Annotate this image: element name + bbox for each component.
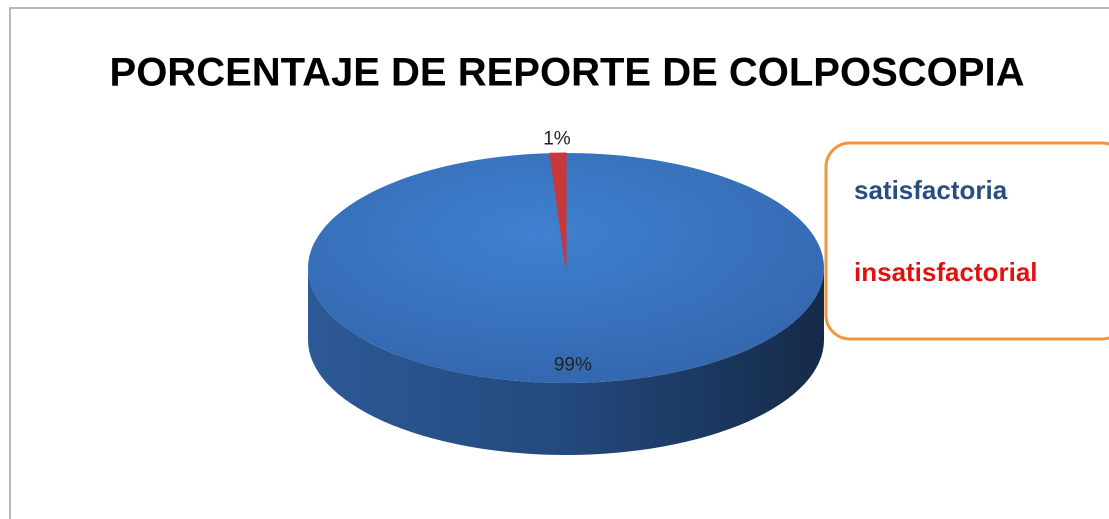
legend-box [824,141,1109,341]
data-label: 1% [543,128,571,149]
data-label: 99% [554,355,592,376]
pie-slice [549,152,567,269]
chart-frame [9,7,1109,519]
pie-side [308,268,824,455]
chart-title: PORCENTAJE DE REPORTE DE COLPOSCOPIA [110,51,1025,95]
legend-label: insatisfactorial [854,257,1038,287]
legend-label: satisfactoria [854,175,1008,205]
